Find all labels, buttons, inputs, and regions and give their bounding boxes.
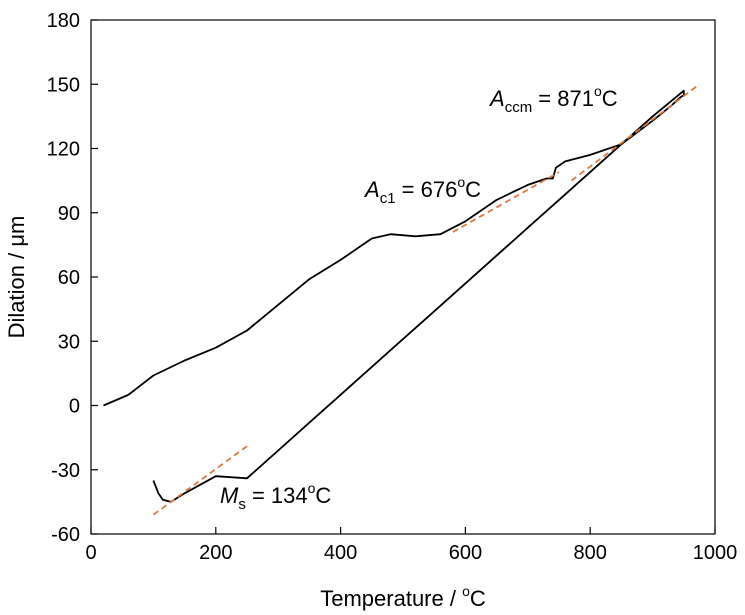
tangent-fit-line [570, 83, 700, 182]
y-axis-title: Dilation / μm [4, 216, 29, 339]
dilation-curve [103, 89, 685, 503]
series-layer [103, 83, 700, 516]
y-tick-label: 60 [58, 267, 80, 289]
y-tick-label: -30 [51, 460, 80, 482]
x-tick-label: 600 [449, 542, 482, 564]
y-tick-label: 30 [58, 331, 80, 353]
annotation-ac1: Ac1 = 676oC [363, 174, 481, 207]
annotation-accm: Accm = 871oC [488, 83, 618, 116]
y-tick-label: -60 [51, 524, 80, 546]
y-tick-label: 150 [47, 74, 80, 96]
y-tick-label: 90 [58, 203, 80, 225]
annotation-ms: Ms = 134oC [220, 480, 331, 513]
x-tick-label: 1000 [693, 542, 738, 564]
plot-frame [90, 19, 716, 535]
x-tick-label: 0 [85, 542, 96, 564]
x-tick-label: 200 [199, 542, 232, 564]
y-tick-label: 180 [47, 10, 80, 32]
x-tick-label: 800 [574, 542, 607, 564]
tangent-fit-line [452, 171, 560, 233]
x-tick-label: 400 [324, 542, 357, 564]
y-tick-label: 120 [47, 139, 80, 161]
axis-ticks: 0 200 400 600 800 1000 -60 -30 0 30 60 90 120 150 180 [47, 10, 738, 564]
y-tick-label: 0 [69, 396, 80, 418]
x-axis-title: Temperature / oC [320, 583, 486, 611]
